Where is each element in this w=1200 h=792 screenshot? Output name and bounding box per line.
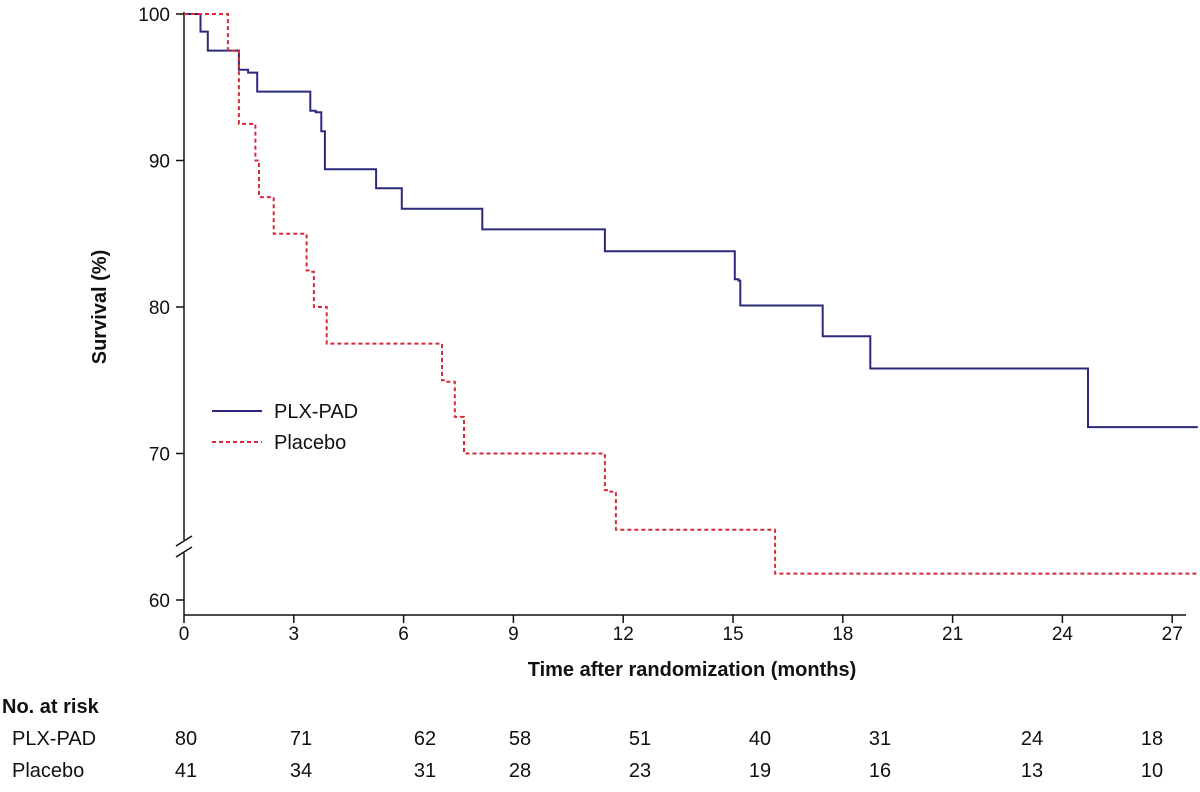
series-line-placebo <box>184 13 1198 575</box>
y-axis-title: Survival (%) <box>89 250 111 364</box>
y-tick-label: 70 <box>149 445 170 466</box>
x-tick-label: 9 <box>508 624 519 645</box>
y-axis-break-mark <box>175 535 193 547</box>
at-risk-value: 31 <box>869 728 891 750</box>
x-tick-label: 18 <box>832 624 853 645</box>
y-tick-label: 90 <box>149 152 170 173</box>
at-risk-value: 23 <box>629 760 651 782</box>
x-tick-label: 27 <box>1162 624 1183 645</box>
at-risk-value: 62 <box>414 728 436 750</box>
axes: 60 70 80 90 100 0 3 6 9 12 15 18 21 24 27 <box>138 5 1186 645</box>
x-tick-label: 3 <box>289 624 300 645</box>
at-risk-value: 80 <box>175 728 197 750</box>
x-tick-label: 21 <box>942 624 963 645</box>
at-risk-value: 10 <box>1141 760 1163 782</box>
at-risk-value: 28 <box>509 760 531 782</box>
at-risk-value: 51 <box>629 728 651 750</box>
at-risk-value: 58 <box>509 728 531 750</box>
at-risk-value: 40 <box>749 728 771 750</box>
y-axis-break-mark <box>175 546 193 558</box>
at-risk-value: 16 <box>869 760 891 782</box>
survival-curves <box>184 13 1198 575</box>
at-risk-value: 19 <box>749 760 771 782</box>
x-axis-title: Time after randomization (months) <box>528 659 857 681</box>
series-line-plx-pad <box>184 13 1198 429</box>
at-risk-title: No. at risk <box>2 696 100 718</box>
at-risk-value: 13 <box>1021 760 1043 782</box>
at-risk-value: 24 <box>1021 728 1043 750</box>
at-risk-value: 18 <box>1141 728 1163 750</box>
x-tick-label: 0 <box>179 624 190 645</box>
at-risk-row-label: PLX-PAD <box>12 728 96 750</box>
at-risk-value: 31 <box>414 760 436 782</box>
at-risk-value: 41 <box>175 760 197 782</box>
legend: PLX-PAD Placebo <box>212 401 358 454</box>
y-tick-label: 80 <box>149 298 170 319</box>
x-tick-label: 15 <box>722 624 743 645</box>
x-tick-label: 6 <box>398 624 409 645</box>
at-risk-table: No. at risk PLX-PAD 80 71 62 58 51 40 31 24 18 Pla… <box>2 696 1163 782</box>
y-tick-label: 100 <box>138 5 170 26</box>
at-risk-row-label: Placebo <box>12 760 84 782</box>
y-tick-label: 60 <box>149 591 170 612</box>
legend-label: Placebo <box>274 432 346 454</box>
at-risk-value: 71 <box>290 728 312 750</box>
x-tick-label: 12 <box>613 624 634 645</box>
legend-label: PLX-PAD <box>274 401 358 423</box>
x-tick-label: 24 <box>1052 624 1074 645</box>
at-risk-value: 34 <box>290 760 312 782</box>
